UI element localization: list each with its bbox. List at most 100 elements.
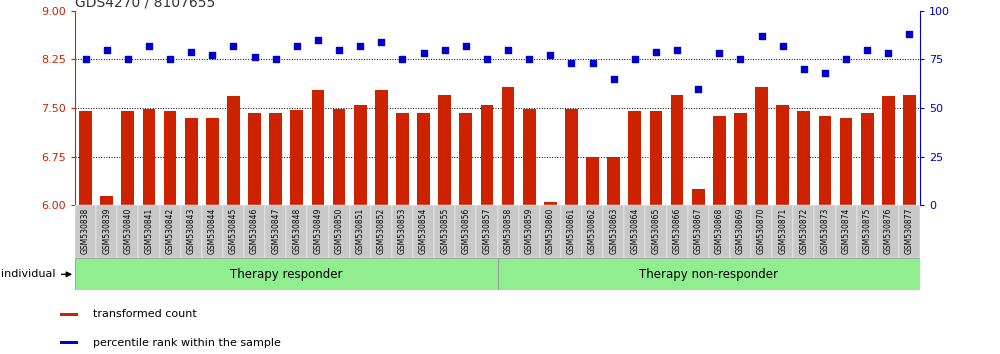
Point [775,43,791,48]
Point [690,86,706,91]
Bar [730,205,751,258]
Point [754,33,770,39]
Bar [328,205,350,258]
Point [838,57,854,62]
Bar [75,205,96,258]
Bar [290,110,303,205]
Bar [227,96,240,205]
Bar [476,205,498,258]
Bar [836,205,857,258]
Bar [354,105,367,205]
Text: GSM530842: GSM530842 [166,208,175,254]
Text: GSM530850: GSM530850 [335,208,344,255]
Bar [265,205,286,258]
Text: GSM530848: GSM530848 [292,208,301,254]
Point [796,66,812,72]
Bar [286,205,307,258]
Point [416,51,432,56]
Point [352,43,368,48]
Point [859,47,875,52]
Bar [882,96,895,205]
Bar [502,87,514,205]
Text: percentile rank within the sample: percentile rank within the sample [93,337,281,348]
Bar [628,111,641,205]
Bar [459,113,472,205]
Text: GSM530838: GSM530838 [81,208,90,254]
Bar [519,205,540,258]
Point [500,47,516,52]
Point [732,57,748,62]
Bar [540,205,561,258]
Bar [244,205,265,258]
Bar [269,113,282,205]
Text: Therapy responder: Therapy responder [230,268,342,281]
Point [627,57,643,62]
Bar [371,205,392,258]
Bar [650,111,662,205]
Bar [138,205,160,258]
Point [648,48,664,54]
Point [204,53,220,58]
Bar [438,95,451,205]
Point [289,43,305,48]
Bar [434,205,455,258]
Text: GSM530859: GSM530859 [525,208,534,255]
Bar [523,109,536,205]
Bar [455,205,476,258]
Text: GSM530843: GSM530843 [187,208,196,255]
Point [99,47,115,52]
Bar [333,109,345,205]
Point [880,51,896,56]
Text: GSM530844: GSM530844 [208,208,217,255]
Bar [603,205,624,258]
Bar [143,109,155,205]
Text: GDS4270 / 8107655: GDS4270 / 8107655 [75,0,215,10]
Bar [797,111,810,205]
Text: transformed count: transformed count [93,309,197,320]
Bar [202,205,223,258]
Text: GSM530873: GSM530873 [820,208,829,255]
Bar [413,205,434,258]
Text: GSM530876: GSM530876 [884,208,893,255]
Text: GSM530864: GSM530864 [630,208,639,255]
Bar [688,205,709,258]
Bar [751,205,772,258]
Bar [755,87,768,205]
Bar [544,202,557,205]
Text: GSM530861: GSM530861 [567,208,576,254]
Text: GSM530871: GSM530871 [778,208,787,254]
Text: GSM530845: GSM530845 [229,208,238,255]
Point [901,31,917,37]
Point [394,57,410,62]
Bar [878,205,899,258]
Point [247,55,263,60]
Text: Therapy non-responder: Therapy non-responder [639,268,778,281]
Bar [79,111,92,205]
Bar [206,118,219,205]
Text: GSM530867: GSM530867 [694,208,703,255]
Text: GSM530869: GSM530869 [736,208,745,255]
Bar [561,205,582,258]
Bar [819,116,831,205]
Point [606,76,622,82]
Bar [624,205,645,258]
Point [817,70,833,76]
Text: GSM530857: GSM530857 [482,208,491,255]
Text: GSM530866: GSM530866 [673,208,682,255]
Text: GSM530860: GSM530860 [546,208,555,255]
Text: GSM530863: GSM530863 [609,208,618,255]
Text: individual: individual [2,269,71,279]
Bar [565,109,578,205]
Point [225,43,241,48]
Bar [481,105,493,205]
Bar [117,205,138,258]
Point [268,57,284,62]
Text: GSM530858: GSM530858 [504,208,513,254]
Text: GSM530855: GSM530855 [440,208,449,255]
Bar [100,195,113,205]
Bar [857,205,878,258]
Bar [75,258,498,290]
Bar [160,205,181,258]
Point [183,48,199,54]
Point [711,51,727,56]
